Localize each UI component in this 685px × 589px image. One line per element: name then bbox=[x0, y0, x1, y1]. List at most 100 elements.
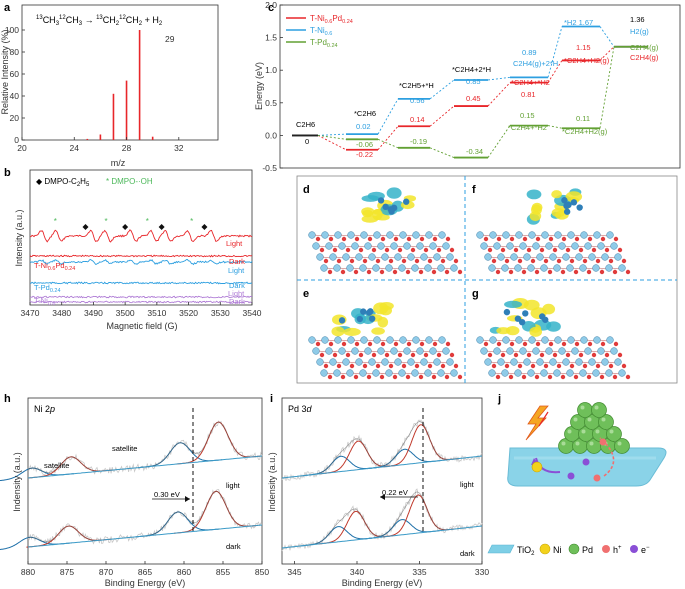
panel-b-x-label: Magnetic field (G) bbox=[106, 321, 177, 331]
connector-T-Pd0.24-4 bbox=[487, 125, 511, 158]
o-atom-icon bbox=[353, 269, 359, 275]
ti-atom-icon bbox=[618, 369, 626, 377]
lattice-bond bbox=[339, 372, 348, 375]
o-atom-icon bbox=[341, 236, 347, 242]
a-xtick-label: 20 bbox=[17, 143, 27, 153]
panel-label-g: g bbox=[472, 288, 479, 300]
c-label-h2-ni: *H2 1.67 bbox=[564, 18, 593, 27]
legend-tio2-label: TiO2 bbox=[517, 545, 535, 557]
ti-atom-icon bbox=[515, 336, 523, 344]
c-label-state5-nipd: *C2H4+H2(g) bbox=[564, 56, 610, 65]
ti-atom-icon bbox=[437, 369, 445, 377]
o-atom-icon bbox=[410, 352, 416, 358]
ti-atom-icon bbox=[610, 347, 618, 355]
o-atom-icon bbox=[595, 258, 601, 264]
lattice-bond bbox=[392, 339, 401, 342]
h-annot-satellite-1: satellite bbox=[44, 461, 69, 470]
lattice-bond bbox=[335, 361, 344, 364]
o-atom-icon bbox=[586, 269, 592, 275]
i-annot-light: light bbox=[460, 480, 475, 489]
c-label-state3: *C2H4+2*H bbox=[452, 65, 491, 74]
panel-label-h: h bbox=[4, 393, 11, 405]
lattice-bond bbox=[352, 372, 361, 375]
legend-electron-label: e− bbox=[641, 545, 650, 555]
lattice-bond bbox=[534, 339, 543, 342]
lattice-bond bbox=[499, 350, 508, 353]
panel-h-title: Ni 2p bbox=[34, 404, 55, 414]
xps-peak-fit-light-1 bbox=[28, 456, 114, 479]
lattice-bond bbox=[512, 245, 521, 248]
ti-atom-icon bbox=[442, 242, 450, 250]
adsorbate-atom-icon bbox=[522, 310, 529, 317]
ti-atom-icon bbox=[381, 253, 389, 261]
panel-label-d: d bbox=[303, 184, 310, 196]
lattice-bond bbox=[568, 256, 577, 259]
b-xtick-label: 3480 bbox=[52, 308, 71, 318]
ti-atom-icon bbox=[614, 358, 622, 366]
connector-T-Ni0.6Pd0.24-4 bbox=[487, 82, 511, 107]
lattice-bond bbox=[581, 361, 590, 364]
ti-atom-icon bbox=[359, 369, 367, 377]
ti-atom-icon bbox=[338, 347, 346, 355]
ti-atom-icon bbox=[580, 336, 588, 344]
o-atom-icon bbox=[613, 341, 619, 347]
adsorbate-atom-icon bbox=[518, 318, 526, 326]
a-ytick-label: 80 bbox=[10, 47, 20, 57]
o-atom-icon bbox=[543, 363, 549, 369]
o-atom-icon bbox=[414, 363, 420, 369]
charge-density-lobe bbox=[386, 187, 402, 199]
lattice-bond bbox=[586, 234, 595, 237]
i-shift-arrow-head-icon bbox=[380, 494, 385, 500]
o-atom-icon bbox=[508, 269, 514, 275]
ti-atom-icon bbox=[347, 336, 355, 344]
panel-j: j TiO2 Ni Pd h+ e− bbox=[487, 393, 667, 557]
ti-atom-icon bbox=[506, 242, 514, 250]
lattice-bond bbox=[585, 267, 594, 270]
o-atom-icon bbox=[522, 236, 528, 242]
lattice-bond bbox=[396, 245, 405, 248]
ti-atom-icon bbox=[411, 369, 419, 377]
xps-xtick-label: 860 bbox=[177, 567, 191, 577]
lattice-bond bbox=[400, 256, 409, 259]
ti-atom-icon bbox=[312, 242, 320, 250]
charge-density-lobe bbox=[551, 208, 566, 218]
panel-a-x-label: m/z bbox=[111, 158, 126, 168]
ti-atom-icon bbox=[411, 264, 419, 272]
lattice-bond bbox=[490, 361, 499, 364]
ti-atom-icon bbox=[334, 336, 342, 344]
b-xtick-label: 3530 bbox=[211, 308, 230, 318]
lattice-bond bbox=[418, 339, 427, 342]
ti-atom-icon bbox=[412, 231, 420, 239]
panel-h-x-label: Binding Energy (eV) bbox=[105, 578, 186, 588]
lattice-bond bbox=[439, 256, 448, 259]
ti-atom-icon bbox=[523, 253, 531, 261]
o-atom-icon bbox=[445, 341, 451, 347]
c-label-c2h4g-nipd: C2H4(g) bbox=[630, 53, 659, 62]
ti-atom-icon bbox=[377, 347, 385, 355]
ti-atom-icon bbox=[420, 358, 428, 366]
o-atom-icon bbox=[500, 247, 506, 253]
lattice-bond bbox=[392, 234, 401, 237]
ti-atom-icon bbox=[424, 369, 432, 377]
panel-b-y-label: Intensity (a.u.) bbox=[14, 209, 24, 266]
ti-atom-icon bbox=[407, 253, 415, 261]
c-ytick-label: 1.0 bbox=[265, 65, 277, 75]
c-label-state4-nipd: *C2H4+*H2 bbox=[511, 78, 550, 87]
lattice-bond bbox=[503, 256, 512, 259]
lattice-bond bbox=[542, 361, 551, 364]
ti-atom-icon bbox=[567, 336, 575, 344]
ti-atom-icon bbox=[381, 358, 389, 366]
ti-atom-icon bbox=[506, 347, 514, 355]
o-atom-icon bbox=[582, 258, 588, 264]
panel-b-x-ticks: 3470 3480 3490 3500 3510 3520 3530 3540 bbox=[21, 302, 262, 318]
xps-baseline-light bbox=[281, 455, 483, 479]
b-xtick-label: 3500 bbox=[116, 308, 135, 318]
o-atom-icon bbox=[405, 269, 411, 275]
o-atom-icon bbox=[522, 341, 528, 347]
b-label-light-ni: Light bbox=[228, 289, 245, 298]
legend-ni-icon bbox=[539, 543, 551, 555]
ti-atom-icon bbox=[446, 253, 454, 261]
lattice-bond bbox=[529, 256, 538, 259]
ti-atom-icon bbox=[338, 242, 346, 250]
lattice-bond bbox=[331, 245, 340, 248]
